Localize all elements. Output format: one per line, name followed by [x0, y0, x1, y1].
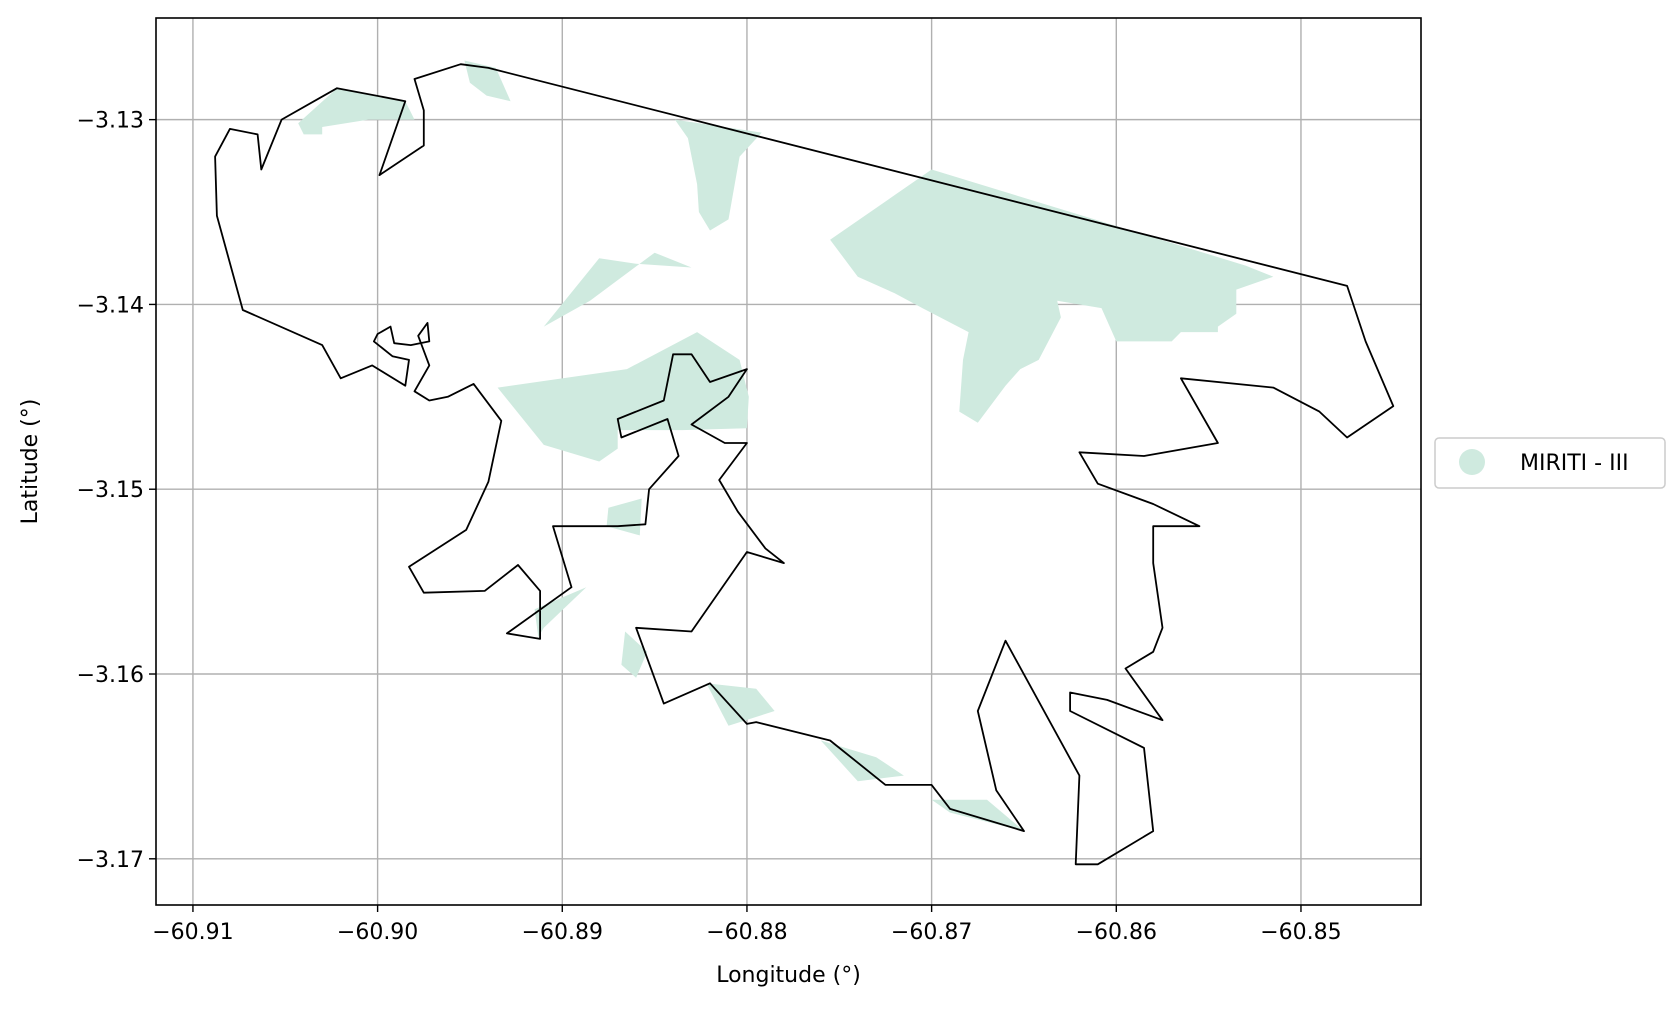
coverage-area [464, 60, 511, 102]
coverage-area [830, 169, 1274, 423]
legend-marker [1459, 449, 1485, 475]
plot-frame [155, 17, 1422, 906]
legend-box [1434, 437, 1666, 489]
coverage-area [820, 740, 904, 782]
coverage-area [298, 88, 415, 135]
y-tick-label: −3.16 [77, 663, 144, 688]
x-axis-ticks: −60.91 −60.90 −60.89 −60.88 −60.87 −60.86 −60.… [152, 905, 1342, 945]
x-tick-label: −60.89 [522, 920, 603, 945]
coverage-area [543, 252, 692, 327]
coverage-area [497, 332, 749, 462]
y-tick-label: −3.13 [77, 109, 144, 134]
coverage-area [674, 119, 762, 231]
coverage-area [621, 631, 648, 678]
x-tick-label: −60.86 [1076, 920, 1157, 945]
x-tick-label: −60.87 [891, 920, 972, 945]
y-tick-label: −3.14 [77, 293, 144, 318]
boundary-outline [214, 63, 1395, 866]
x-tick-label: −60.88 [706, 920, 787, 945]
y-tick-label: −3.15 [77, 478, 144, 503]
x-tick-label: −60.90 [337, 920, 418, 945]
boundary-line [214, 63, 1395, 866]
grid [156, 18, 1421, 905]
coverage-areas [298, 60, 1274, 832]
y-axis-ticks: −3.13 −3.14 −3.15 −3.16 −3.17 [77, 109, 156, 873]
y-tick-label: −3.17 [77, 848, 144, 873]
legend: MIRITI - III [1434, 437, 1666, 489]
coverage-area [606, 498, 642, 536]
x-axis-label: Longitude (°) [716, 963, 861, 988]
coverage-area [706, 683, 775, 726]
legend-label: MIRITI - III [1520, 451, 1629, 476]
x-tick-label: −60.85 [1260, 920, 1341, 945]
x-tick-label: −60.91 [152, 920, 233, 945]
y-axis-label: Latitude (°) [18, 399, 43, 525]
